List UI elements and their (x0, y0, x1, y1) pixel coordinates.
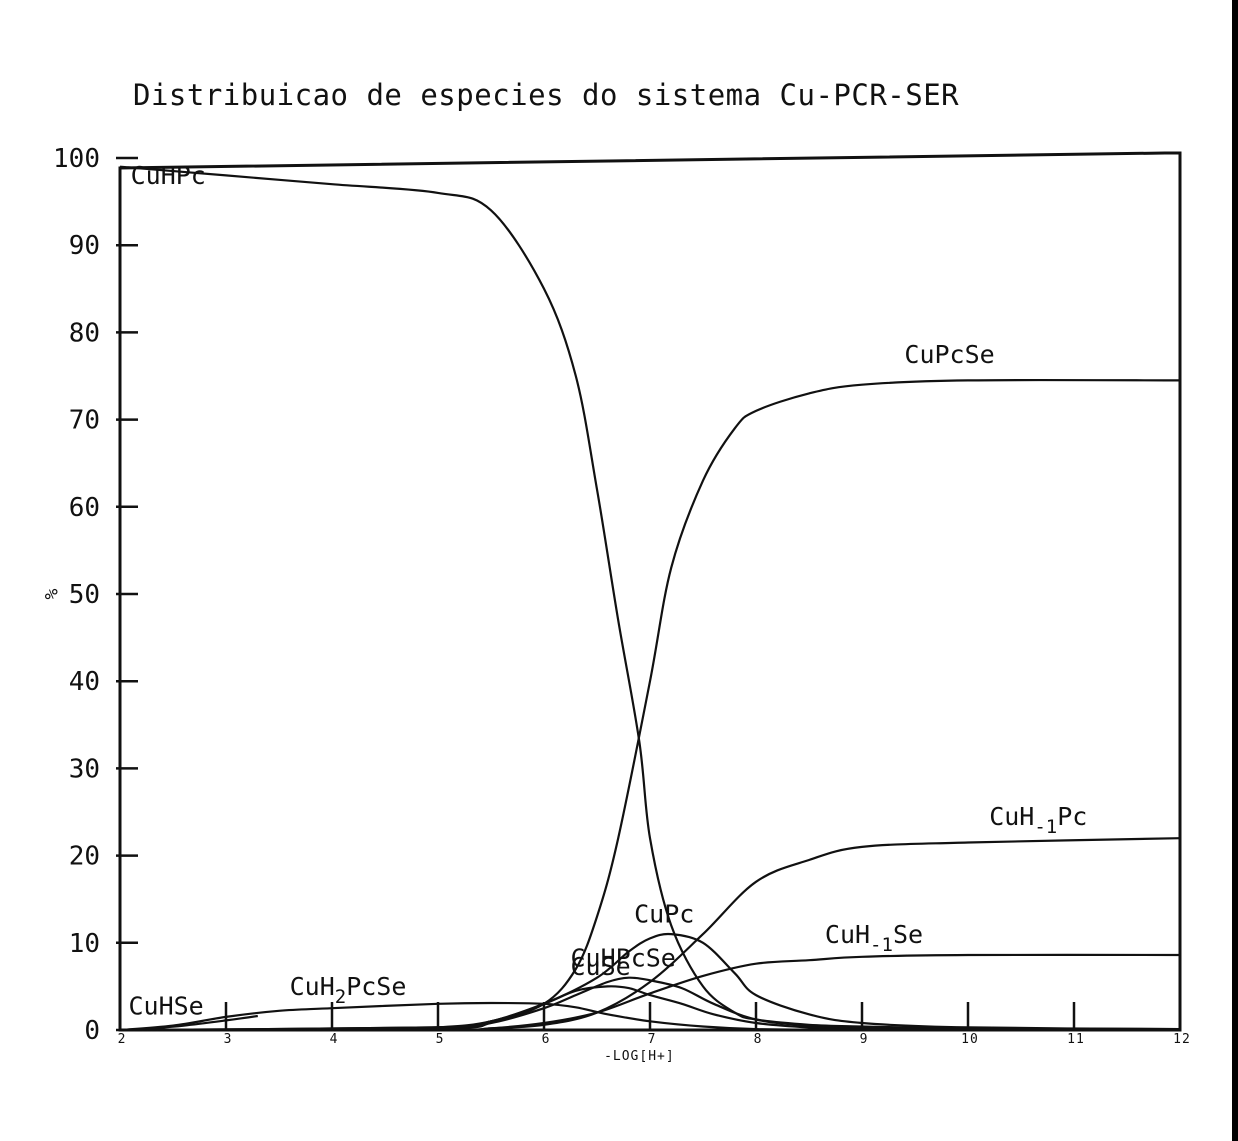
series-curves (119, 165, 1181, 1032)
plot-frame (118, 151, 1182, 1032)
chart-title: Distribuicao de especies do sistema Cu-P… (133, 78, 960, 112)
series-line-cuh-1se (119, 953, 1181, 1032)
series-label-cupcse: CuPcSe (904, 340, 994, 369)
x-tick-label: 9 (860, 1032, 869, 1047)
x-tick-label: 3 (224, 1032, 233, 1047)
x-tick-label: 11 (1067, 1032, 1085, 1047)
y-tick-label: 80 (69, 318, 100, 348)
y-axis: 0 10 20 30 40 50 60 70 80 90 100 (53, 144, 138, 1046)
y-tick-label: 40 (69, 667, 100, 697)
series-label-cupc: CuPc (634, 900, 694, 929)
series-label-cuh-1se: CuH-1Se (825, 920, 923, 956)
x-tick-label: 12 (1173, 1032, 1191, 1047)
series-label-cuhse: CuHSe (128, 991, 203, 1020)
y-tick-label: 20 (69, 842, 100, 872)
y-tick-label: 10 (69, 929, 100, 959)
x-tick-label: 10 (961, 1032, 979, 1047)
y-tick-label: 90 (69, 231, 100, 261)
x-tick-label: 7 (648, 1032, 657, 1047)
y-axis-label: % (40, 589, 61, 600)
x-tick-label: 6 (542, 1032, 551, 1047)
series-line-cuh2pcse (119, 1001, 1181, 1032)
x-tick-label: 4 (330, 1032, 339, 1047)
y-tick-label: 60 (69, 493, 100, 523)
series-label-cuh2pcse: CuH2PcSe (290, 972, 407, 1008)
series-line-cuhpc (119, 165, 1181, 1031)
series-label-cuhpc: CuHPc (131, 161, 206, 190)
x-axis-label: -LOG[H+] (604, 1049, 675, 1064)
series-labels: CuHPc CuPcSe CuH-1Pc CuH-1Se CuPc CuHPcSeCuSe… (128, 161, 1087, 1020)
series-line-cuh-1pc (119, 837, 1181, 1032)
y-tick-label: 50 (69, 580, 100, 610)
y-tick-label: 100 (53, 144, 100, 174)
x-axis: 2 3 4 5 6 7 8 9 10 11 12 (118, 1002, 1191, 1047)
series-label-cuh-1pc: CuH-1Pc (989, 802, 1087, 838)
series-line-cuhse (119, 1014, 258, 1032)
x-tick-label: 8 (754, 1032, 763, 1047)
scan-edge-bar (1232, 0, 1238, 1141)
series-label-cuhpcse: CuHPcSe (571, 943, 676, 972)
y-tick-label: 30 (69, 754, 100, 784)
series-line-cupcse (119, 378, 1181, 1032)
y-tick-label: 70 (69, 406, 100, 436)
x-tick-label: 2 (118, 1032, 127, 1047)
plot-area (118, 151, 1182, 1032)
series-label-cuse: CuSe (571, 952, 631, 981)
x-tick-label: 5 (436, 1032, 445, 1047)
y-tick-label: 0 (84, 1016, 100, 1046)
